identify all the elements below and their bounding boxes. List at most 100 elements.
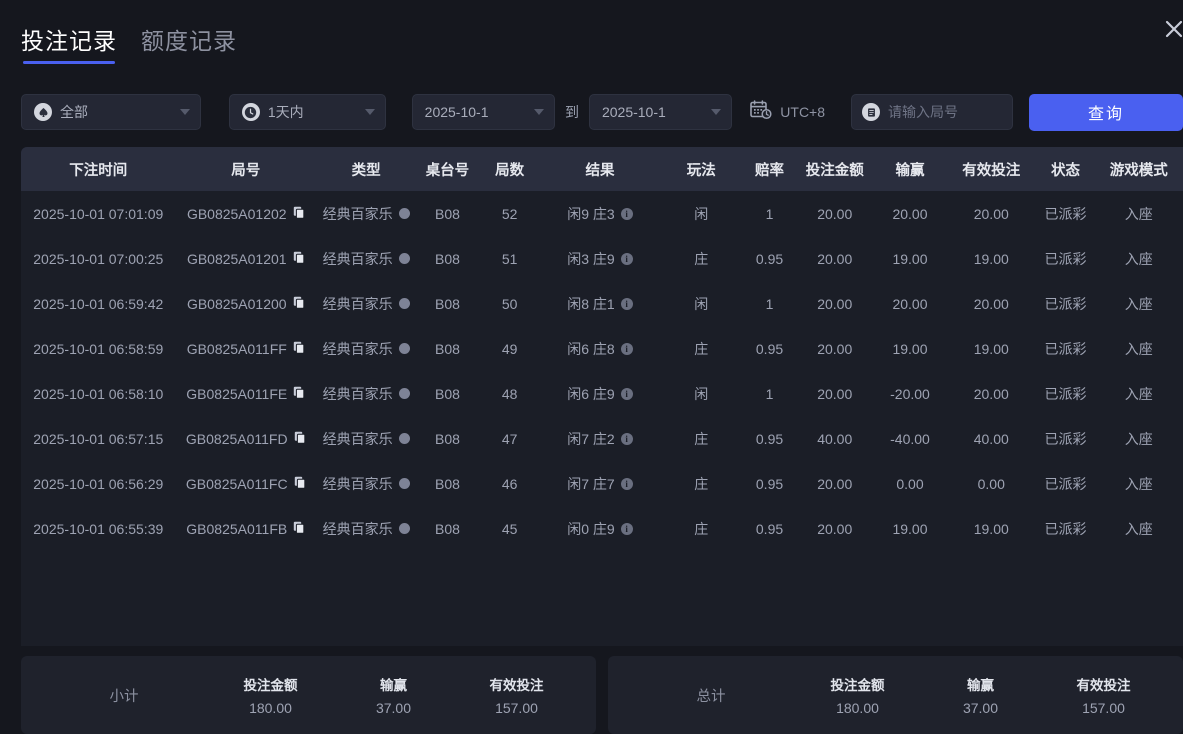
table-header: 下注时间 局号 类型 桌台号 局数 结果 玩法 赔率 投注金额 输赢 有效投注 … [21,147,1183,191]
table-row[interactable]: 2025-10-01 07:00:25 GB0825A01201 经典百家乐 B08 5… [21,236,1183,281]
cell-bet-amount: 20.00 [817,385,853,402]
result-text: 闲0 庄9 [567,520,615,537]
cell-bet-time: 2025-10-01 06:58:59 [33,340,164,357]
copy-icon[interactable] [294,476,306,492]
column-header-game-mode: 游戏模式 [1109,162,1168,179]
copy-icon[interactable] [293,251,305,267]
tab-betting-records-label: 投注记录 [21,28,117,54]
summary-metric-value: 180.00 [249,700,292,716]
cell-game-mode: 入座 [1124,475,1153,492]
tab-quota-records[interactable]: 额度记录 [141,26,237,64]
cell-play-type: 庄 [694,520,709,537]
table-row[interactable]: 2025-10-01 06:58:10 GB0825A011FE 经典百家乐 B08 4… [21,371,1183,416]
cell-table-no: B08 [434,340,460,357]
cell-winloss: 0.00 [896,475,924,492]
tab-betting-records[interactable]: 投注记录 [21,26,117,64]
cell-round-no: GB0825A011FB [176,506,316,551]
status-dot-icon [398,478,410,489]
cell-odds: 1 [765,295,774,312]
copy-icon[interactable] [293,296,305,312]
cell-hand-count: 50 [501,295,518,312]
column-header-status: 状态 [1051,162,1080,179]
copy-icon[interactable] [294,431,306,447]
cell-game-type: 经典百家乐 [316,191,416,236]
game-type-text: 经典百家乐 [322,250,393,267]
cell-odds: 0.95 [755,340,784,357]
cell-valid-bet: 40.00 [973,430,1009,447]
summary-subtotal-metrics: 投注金额 180.00 输赢 37.00 有效投注 157.00 [209,674,578,716]
info-icon[interactable]: i [620,342,633,355]
column-header-bet-time: 下注时间 [69,162,128,179]
round-no-text: GB0825A01201 [186,250,287,267]
cell-hand-count: 45 [501,520,518,537]
cell-valid-bet: 20.00 [973,205,1009,222]
cell-odds: 0.95 [755,250,784,267]
table-row[interactable]: 2025-10-01 06:55:39 GB0825A011FB 经典百家乐 B08 4… [21,506,1183,551]
cell-play-type: 闲 [694,295,709,312]
info-icon[interactable]: i [620,477,633,490]
summary-total-title: 总计 [696,688,726,705]
table-row[interactable]: 2025-10-01 06:58:59 GB0825A011FF 经典百家乐 B08 4… [21,326,1183,371]
cell-valid-bet: 19.00 [973,520,1009,537]
status-dot-icon [398,388,410,399]
game-type-text: 经典百家乐 [322,475,393,492]
copy-icon[interactable] [293,341,305,357]
info-icon[interactable]: i [620,252,633,265]
round-search-input[interactable] [888,104,1003,120]
cell-winloss: 20.00 [892,295,928,312]
column-header-round-no: 局号 [231,162,261,179]
cell-result: 闲9 庄3 i [541,191,659,236]
query-button[interactable]: 查询 [1029,93,1183,131]
game-type-text: 经典百家乐 [322,295,393,312]
copy-icon[interactable] [293,386,305,402]
status-dot-icon [398,298,410,309]
cell-status: 已派彩 [1044,295,1087,312]
cell-result: 闲7 庄7 i [541,461,659,506]
table-row[interactable]: 2025-10-01 06:56:29 GB0825A011FC 经典百家乐 B08 4… [21,461,1183,506]
game-type-select[interactable]: 全部 [21,94,201,130]
cell-result: 闲6 庄9 i [541,371,659,416]
cell-game-mode: 入座 [1124,205,1153,222]
date-from-select[interactable]: 2025-10-1 [411,94,555,130]
column-header-hand-count: 局数 [495,162,525,179]
cell-game-type: 经典百家乐 [316,281,416,326]
time-range-value: 1天内 [267,104,304,120]
copy-icon[interactable] [293,206,305,222]
status-dot-icon [398,343,410,354]
cell-bet-amount: 20.00 [817,340,853,357]
table-row[interactable]: 2025-10-01 06:57:15 GB0825A011FD 经典百家乐 B08 4… [21,416,1183,461]
close-icon[interactable] [1159,14,1183,44]
cell-result: 闲3 庄9 i [541,236,659,281]
table-row[interactable]: 2025-10-01 07:01:09 GB0825A01202 经典百家乐 B08 5… [21,191,1183,236]
chevron-down-icon [533,109,544,115]
cell-play-type: 闲 [694,385,709,402]
result-text: 闲6 庄9 [567,385,615,402]
cell-round-no: GB0825A01201 [176,236,316,281]
table-row[interactable]: 2025-10-01 06:59:42 GB0825A01200 经典百家乐 B08 5… [21,281,1183,326]
round-no-text: GB0825A011FE [186,385,288,402]
cell-table-no: B08 [434,475,460,492]
copy-icon[interactable] [293,521,305,537]
cell-status: 已派彩 [1044,340,1087,357]
cell-valid-bet: 19.00 [973,340,1009,357]
cell-winloss: 19.00 [892,250,928,267]
cell-status: 已派彩 [1044,250,1087,267]
cell-result: 闲0 庄9 i [541,506,659,551]
summary-metric-label: 投注金额 [830,678,885,693]
date-from-value: 2025-10-1 [424,104,489,120]
summary-metric-value: 157.00 [1082,700,1125,716]
info-icon[interactable]: i [620,207,633,220]
date-to-select[interactable]: 2025-10-1 [588,94,733,130]
round-search-box[interactable] [851,94,1014,130]
info-icon[interactable]: i [620,432,633,445]
time-range-select[interactable]: 1天内 [228,94,386,130]
column-header-odds: 赔率 [755,162,785,179]
result-text: 闲9 庄3 [567,205,615,222]
cell-game-type: 经典百家乐 [316,326,416,371]
info-icon[interactable]: i [620,297,633,310]
info-icon[interactable]: i [620,387,633,400]
summary-metric-label: 有效投注 [489,678,544,693]
column-header-winloss: 输赢 [895,162,925,179]
summary-metric-value: 157.00 [495,700,538,716]
info-icon[interactable]: i [620,522,633,535]
